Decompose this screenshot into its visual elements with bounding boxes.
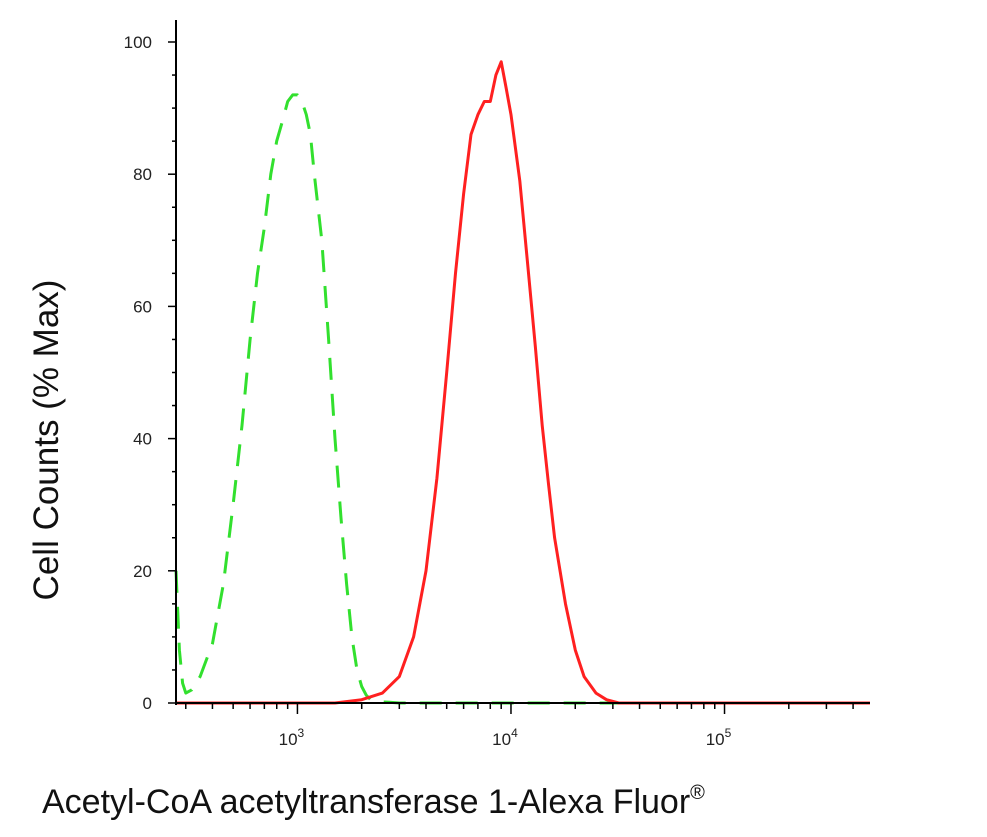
x-tick-label-exponent: 4 [511, 726, 518, 740]
y-tick-label: 20 [133, 562, 152, 581]
x-axis-title: Acetyl-CoA acetyltransferase 1-Alexa Flu… [42, 782, 705, 821]
plot-area [174, 60, 870, 705]
x-axis-title-text: Acetyl-CoA acetyltransferase 1-Alexa Flu… [42, 783, 690, 821]
axes: 0 20 40 60 80 100 103 104 105 [124, 20, 870, 749]
y-tick-label: 40 [133, 430, 152, 449]
x-tick-label: 104 [492, 726, 518, 749]
y-tick-label: 100 [124, 33, 152, 52]
y-tick-label: 0 [143, 694, 152, 713]
x-tick-label-exponent: 3 [298, 726, 305, 740]
x-tick-label-exponent: 5 [725, 726, 732, 740]
series-line-2 [176, 60, 870, 705]
x-tick-label: 105 [706, 726, 732, 749]
y-tick-label: 60 [133, 297, 152, 316]
x-axis-title-superscript: ® [690, 782, 705, 804]
y-axis-title: Cell Counts (% Max) [27, 280, 66, 601]
x-tick-label: 103 [279, 726, 305, 749]
series-line-1 [174, 93, 870, 705]
y-tick-label: 80 [133, 165, 152, 184]
